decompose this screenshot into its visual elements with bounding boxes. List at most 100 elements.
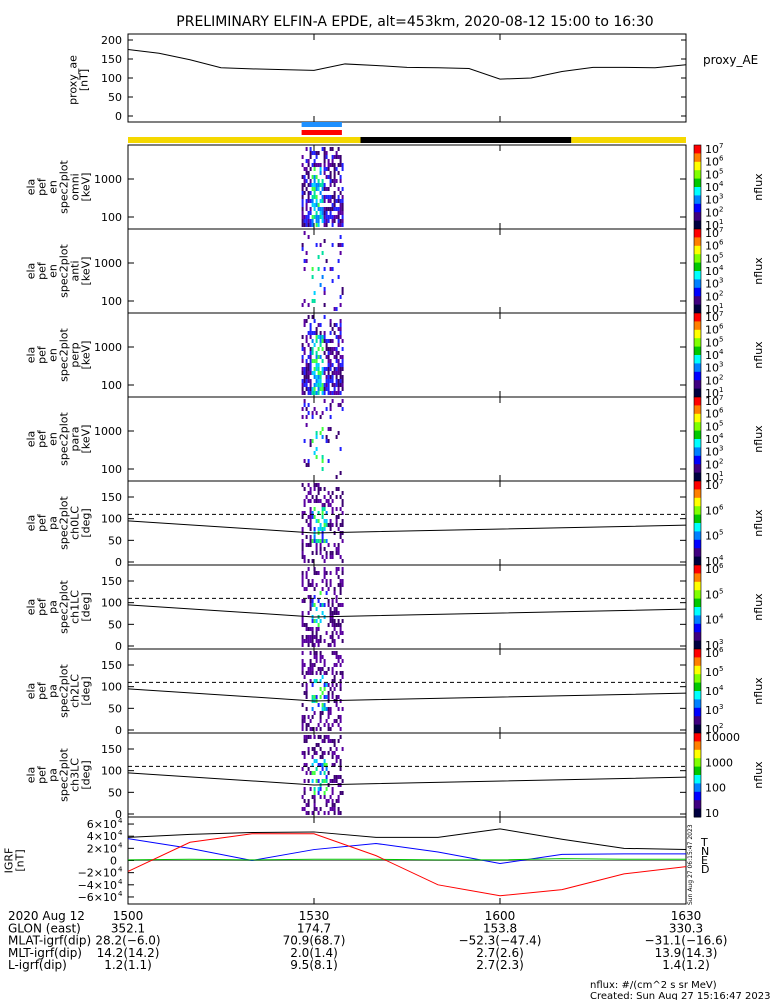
spec-0-cbar-seg-6 [694,195,701,205]
spec-0-cbar-exp-5: 6 [719,155,724,163]
spec-0-pixel [301,219,304,223]
pa-3-pixel [323,811,326,815]
pa-3-pixel [327,751,330,755]
spec-2-pixel [327,347,330,351]
pa-2-pixel [325,719,328,723]
spec-2-pixel [305,371,308,375]
pa-2-pixel [327,715,330,719]
spec-0-pixel [311,187,314,191]
spec-2-pixel [327,371,330,375]
spec-2-pixel [323,367,326,371]
pa-2-ytitle-4: ch2LC [69,674,82,708]
spec-2-pixel [305,383,308,387]
spec-2-pixel [315,339,318,343]
pa-0-cbar-seg-4 [694,514,701,524]
pa-2-ytitle-3: spec2plot [58,664,71,718]
igrf-side-note: Sun Aug 27 06:15:47 2023 [687,824,694,905]
spec-0-pixel [341,203,344,207]
pa-2-pixel [323,707,326,711]
pa-1-pixel [319,635,322,639]
pa-3-pixel [303,807,306,811]
xaxis-value: 1600 [485,909,516,923]
spec-0-pixel [301,211,304,215]
spec-0-pixel [333,175,336,179]
spec-1-cbar-seg-5 [694,271,701,280]
spec-0-pixel [341,163,344,167]
pa-3-pixel [339,775,342,779]
pa-3-ytitle-2: pa [47,768,60,782]
pa-3-pixel [323,779,326,783]
xaxis-value: 2.7(2.6) [476,946,524,960]
pa-1-pixel [307,583,310,587]
spec-0-pixel [301,223,304,227]
spec-2-pixel [305,363,308,367]
pa-1-pixel [325,583,328,587]
spec-2-pixel [315,351,318,355]
pa-1-pixel [323,567,326,571]
pa-3-pixel [337,775,340,779]
pa-3-cbar-tick-0: 10 [705,807,719,820]
pa-1-pixel [339,583,342,587]
pa-1-pixel [339,623,342,627]
spec-1-cbar-seg-9 [694,304,701,314]
spec-0-cbar-tick-0: 10 [705,219,719,232]
pa-2-pixel [339,687,342,691]
sat-bar-seg-0 [128,137,361,143]
spec-0-pixel [335,179,338,183]
spec-2-pixel [337,367,340,371]
spec-1-frame [127,228,687,314]
spec-0-pixel [311,183,314,187]
spec-0-pixel [317,151,320,155]
spec-1-pixel [311,299,314,303]
spec-1-cbar-exp-1: 2 [719,289,723,297]
spec-1-pixel [311,267,314,271]
spec-0-cbar-seg-9 [694,220,701,230]
pa-2-pixel [321,691,324,695]
pa-3-pixel [329,795,332,799]
pa-2-ylabel-3: 150 [101,659,122,672]
pa-1-pixel [303,599,306,603]
spec-0-pixel [329,207,332,211]
spec-3-pixel [315,447,318,451]
spec-0-pixel [335,215,338,219]
spec-0-pixel [341,207,344,211]
pa-3-cbar-label: nflux [752,761,765,789]
spec-0-cbar-seg-2 [694,161,701,171]
pa-1-ytitle-0: ela [25,599,38,616]
pa-3-pixel [319,787,322,791]
pa-3-pixel [319,771,322,775]
spec-0-ytitle-0: ela [25,179,38,196]
pa-1-pixel [325,591,328,595]
spec-0-pixel [333,207,336,211]
spec-2-pixel [337,335,340,339]
spec-3-cbar-label: nflux [752,425,765,453]
spec-2-cbar-tick-4: 10 [705,336,719,349]
pa-1-pixel [329,579,332,583]
spec-1-pixel [303,267,306,271]
pa-2-pixel [313,651,316,655]
spec-0-pixel [323,195,326,199]
pa-2-pixel [317,703,320,707]
spec-0-pixel [307,163,310,167]
pa-3-pixel [329,779,332,783]
pa-3-pixel [313,799,316,803]
spec-2-pixel [319,323,322,327]
igrf-yexp-1: 4 [118,878,123,886]
spec-2-pixel [309,331,312,335]
pa-1-pixel [333,627,336,631]
spec-1-pixel [331,243,334,247]
spec-1-cbar-seg-6 [694,279,701,289]
pa-2-cbar-tick-2: 10 [705,685,719,698]
spec-0-pixel [323,159,326,163]
pa-0-pixel [339,555,342,559]
pa-0-pixel [309,511,312,515]
spec-0-pixel [341,219,344,223]
spec-2-pixel [317,379,320,383]
pa-3-pixel [313,787,316,791]
spec-0-pixel [313,167,316,171]
pa-3-pixel [323,771,326,775]
pa-2-cbar-exp-1: 3 [719,703,723,711]
pa-1-pixel [315,635,318,639]
spec-2-pixel [315,367,318,371]
pa-1-pixel [331,619,334,623]
